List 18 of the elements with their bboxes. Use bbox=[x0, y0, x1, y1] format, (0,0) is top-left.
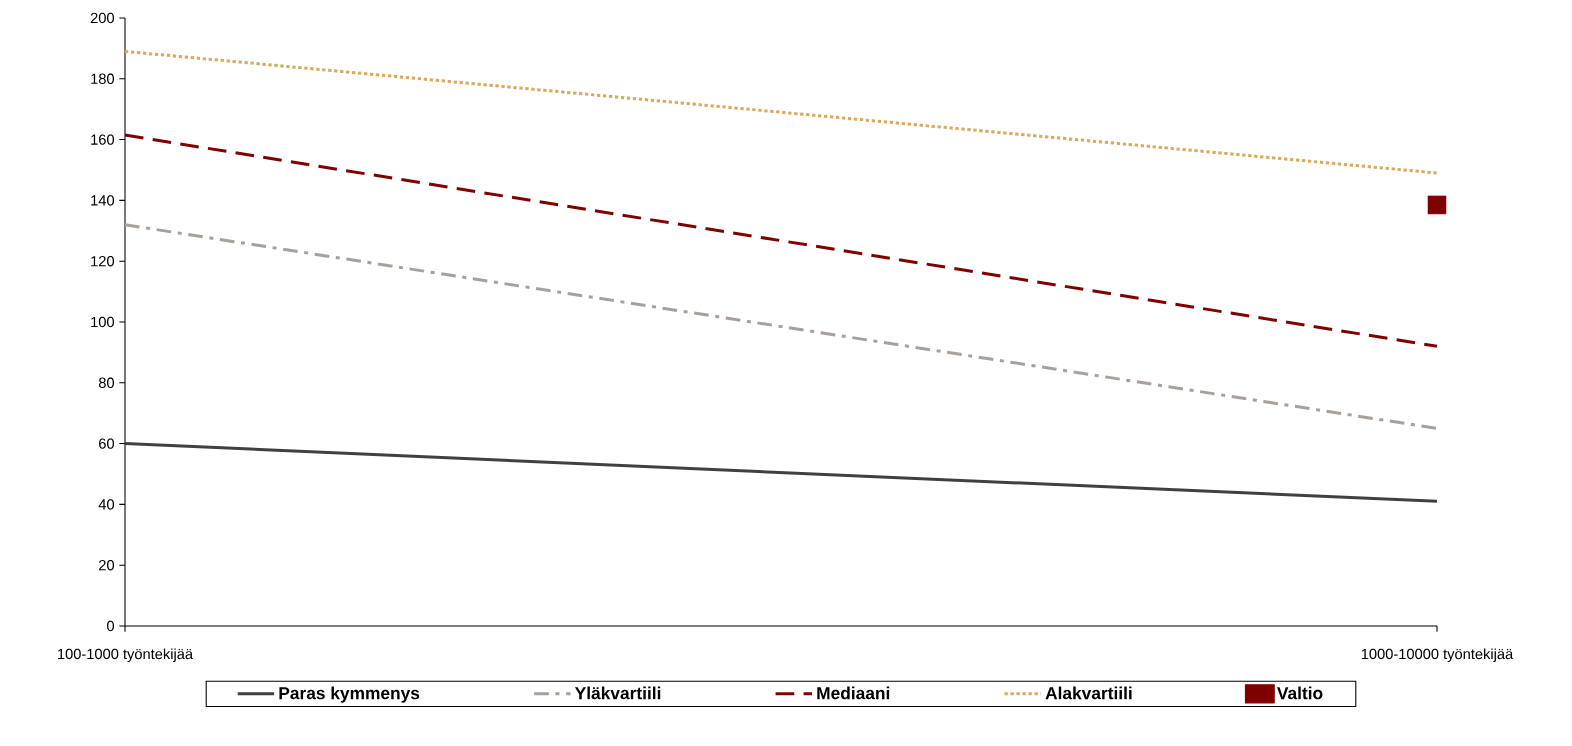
y-tick-label: 120 bbox=[91, 256, 115, 267]
y-tick-label: 140 bbox=[91, 195, 115, 206]
y-tick-label: 160 bbox=[91, 134, 115, 145]
legend-label: Alakvartiili bbox=[1045, 686, 1132, 700]
legend-label: Yläkvartiili bbox=[574, 686, 661, 700]
x-tick-label: 1000-10000 työntekijää bbox=[1361, 648, 1514, 663]
y-tick-label: 180 bbox=[91, 73, 115, 84]
legend-label: Mediaani bbox=[817, 686, 890, 700]
x-tick-label: 100-1000 työntekijää bbox=[58, 648, 194, 663]
legend-label: Paras kymmenys bbox=[279, 686, 420, 703]
legend-label: Valtio bbox=[1277, 686, 1323, 700]
y-tick-label: 80 bbox=[98, 377, 115, 388]
y-tick-label: 100 bbox=[91, 316, 115, 328]
y-tick-label: 20 bbox=[99, 560, 115, 571]
y-tick-label: 60 bbox=[99, 438, 115, 449]
y-tick-label: 0 bbox=[107, 620, 115, 632]
y-tick-label: 200 bbox=[90, 12, 115, 24]
y-tick-label: 40 bbox=[98, 499, 115, 510]
